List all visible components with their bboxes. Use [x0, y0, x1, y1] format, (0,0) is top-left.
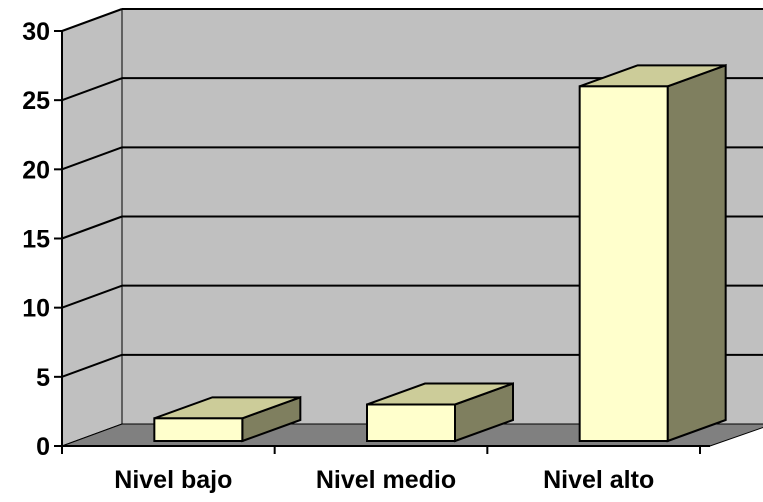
bar: [578, 63, 727, 443]
y-tick-label: 10: [22, 295, 50, 323]
gridline-side: [61, 146, 123, 171]
gridline-side: [61, 215, 123, 240]
y-tick-label: 25: [22, 87, 50, 115]
y-tick-label: 20: [22, 156, 50, 184]
bars: [153, 63, 727, 443]
bar-front: [153, 417, 244, 443]
axes: [54, 30, 710, 454]
bar-front: [366, 403, 456, 442]
y-axis-tick-labels: 0 5 10 15 20 25 30: [22, 18, 50, 461]
y-tick-label: 5: [36, 364, 50, 392]
y-tick-label: 30: [22, 18, 50, 46]
y-tick-label: 15: [22, 226, 50, 254]
bar-front: [578, 85, 669, 442]
y-tick-label: 0: [36, 433, 50, 461]
gridline-side: [61, 284, 123, 309]
bar-side: [666, 63, 727, 443]
gridline-side: [61, 8, 123, 32]
bar: [153, 395, 302, 443]
x-category-label: Nivel medio: [316, 466, 456, 494]
x-axis-category-labels: Nivel bajo Nivel medio Nivel alto: [114, 466, 654, 494]
x-category-label: Nivel alto: [543, 466, 654, 494]
x-category-label: Nivel bajo: [114, 466, 232, 494]
gridline-side: [61, 77, 123, 102]
gridline-side: [61, 353, 123, 378]
bar: [366, 382, 514, 443]
